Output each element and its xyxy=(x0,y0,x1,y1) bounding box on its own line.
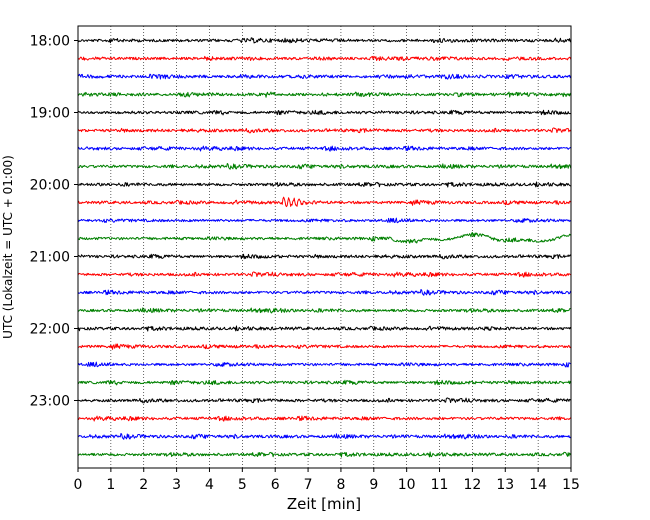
x-tick-label: 13 xyxy=(496,477,514,493)
trace-1830 xyxy=(77,73,572,80)
trace-1900 xyxy=(77,109,572,116)
trace-1800 xyxy=(77,37,572,44)
x-tick-label: 4 xyxy=(205,477,214,493)
trace-2330 xyxy=(77,432,572,440)
trace-2145 xyxy=(77,307,572,314)
y-tick-label: 19:00 xyxy=(30,106,70,122)
trace-1845 xyxy=(77,91,572,98)
trace-2130 xyxy=(77,288,572,296)
trace-2230 xyxy=(77,361,572,368)
x-axis-label: Zeit [min] xyxy=(287,495,361,513)
trace-2045 xyxy=(77,232,572,244)
trace-2215 xyxy=(77,343,572,350)
y-tick-label: 18:00 xyxy=(30,34,70,50)
trace-2015 xyxy=(77,196,572,208)
x-tick-label: 5 xyxy=(238,477,247,493)
y-tick-label: 22:00 xyxy=(30,322,70,338)
x-tick-label: 12 xyxy=(463,477,481,493)
x-tick-label: 2 xyxy=(139,477,148,493)
trace-2200 xyxy=(77,325,572,332)
seismic-traces xyxy=(77,37,572,458)
x-tick-label: 3 xyxy=(172,477,181,493)
trace-2345 xyxy=(77,451,572,458)
x-tick-label: 6 xyxy=(271,477,280,493)
x-tick-label: 14 xyxy=(529,477,547,493)
x-tick-label: 8 xyxy=(336,477,345,493)
y-axis-label: UTC (Lokalzeit = UTC + 01:00) xyxy=(1,155,15,339)
x-tick-label: 1 xyxy=(106,477,115,493)
x-tick-label: 9 xyxy=(369,477,378,493)
y-axis-ticks: 18:00 19:00 20:00 21:00 22:00 23:00 xyxy=(30,34,78,410)
plot-frame xyxy=(77,25,572,469)
trace-2030 xyxy=(77,217,572,224)
trace-1930 xyxy=(77,145,572,152)
y-tick-label: 20:00 xyxy=(30,178,70,194)
trace-2000 xyxy=(77,181,572,188)
trace-2300 xyxy=(77,397,572,404)
trace-1915 xyxy=(77,127,572,134)
trace-2115 xyxy=(77,271,572,278)
trace-2315 xyxy=(77,415,572,422)
x-tick-label: 11 xyxy=(431,477,449,493)
x-tick-label: 15 xyxy=(562,477,580,493)
trace-1815 xyxy=(77,55,572,62)
x-tick-label: 10 xyxy=(398,477,416,493)
x-tick-label: 0 xyxy=(74,477,83,493)
x-axis-ticks: 0 1 2 3 4 5 6 7 8 9 10 11 12 13 14 15 xyxy=(74,468,580,493)
trace-2100 xyxy=(77,253,572,260)
y-tick-label: 23:00 xyxy=(30,394,70,410)
trace-1945 xyxy=(77,162,572,170)
x-tick-label: 7 xyxy=(304,477,313,493)
y-tick-label: 21:00 xyxy=(30,250,70,266)
trace-2245 xyxy=(77,379,572,386)
